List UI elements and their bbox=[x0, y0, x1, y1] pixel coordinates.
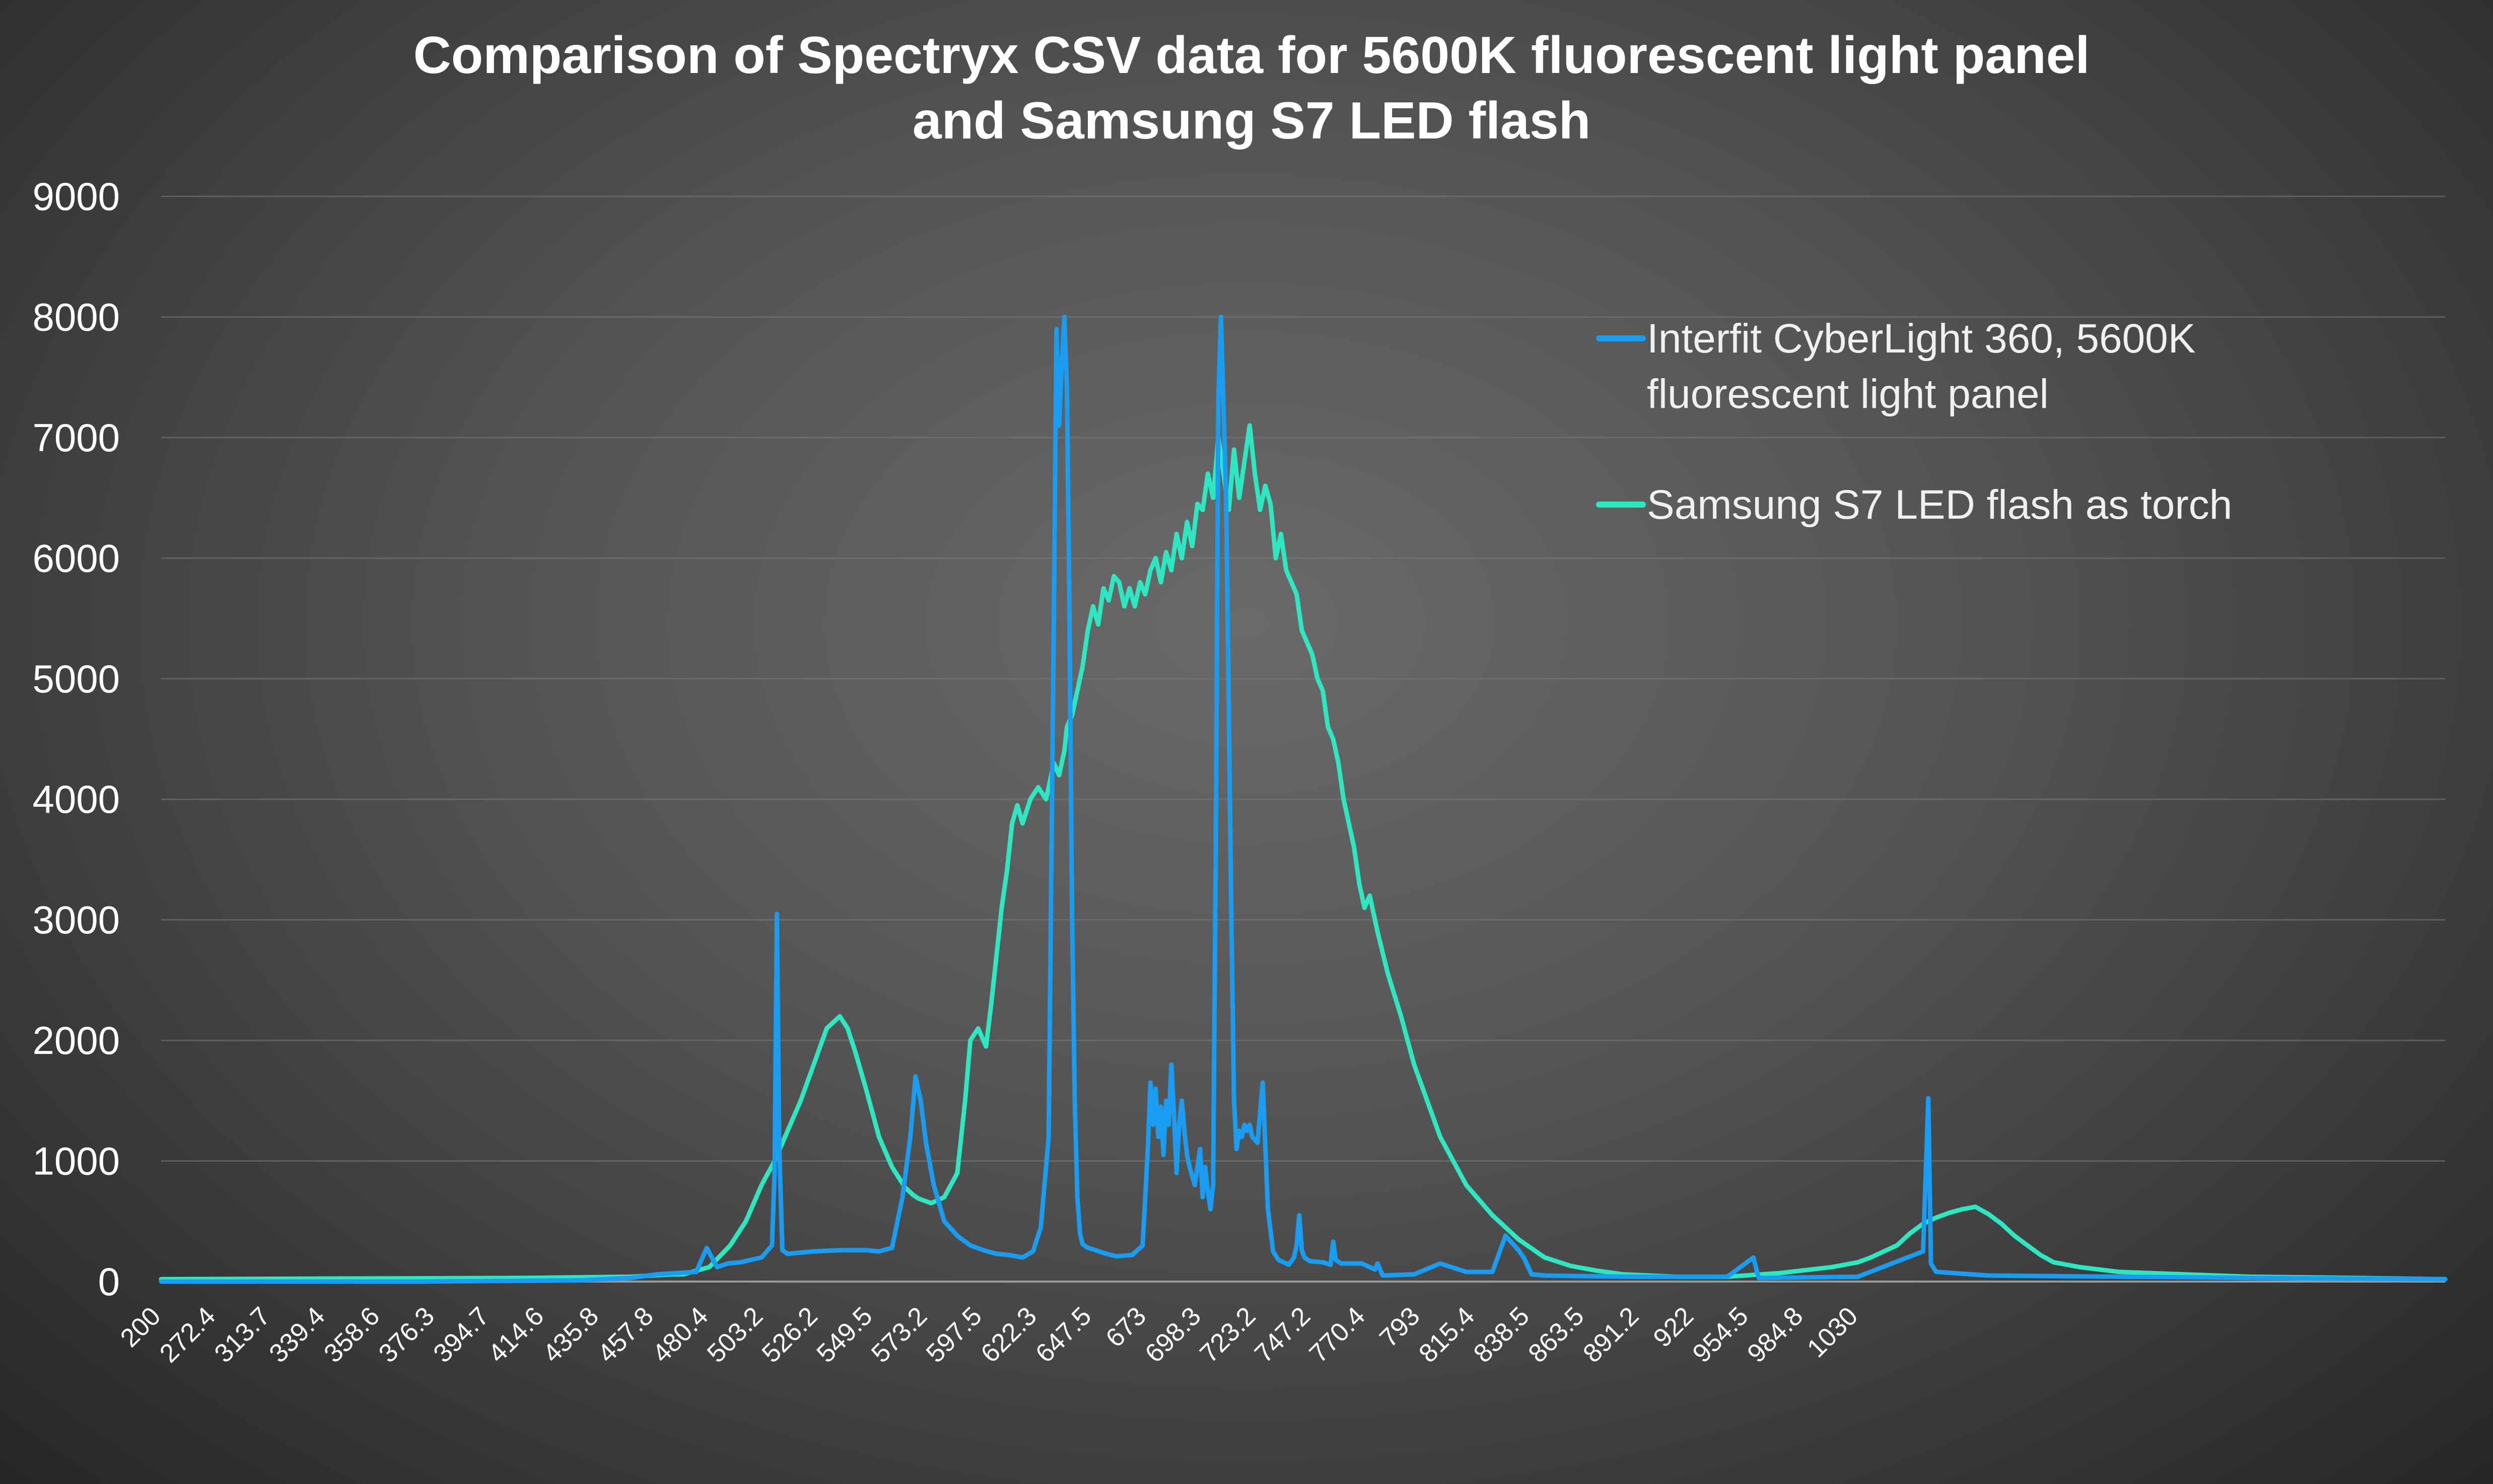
legend-label-2-line-1: Samsung S7 LED flash as torch bbox=[1647, 482, 2232, 528]
legend-label-1-line-2: fluorescent light panel bbox=[1647, 371, 2049, 417]
x-tick-label: 815.4 bbox=[1413, 1301, 1480, 1368]
y-tick-label: 3000 bbox=[32, 898, 120, 942]
x-tick-label: 272.4 bbox=[154, 1301, 221, 1368]
y-tick-label: 0 bbox=[98, 1259, 120, 1304]
chart-title-line-1: Comparison of Spectryx CSV data for 5600… bbox=[413, 26, 2090, 85]
x-tick-label: 573.2 bbox=[866, 1301, 933, 1368]
chart-title: Comparison of Spectryx CSV data for 5600… bbox=[413, 26, 2090, 150]
y-tick-label: 6000 bbox=[32, 536, 120, 580]
x-tick-label: 622.3 bbox=[976, 1301, 1043, 1368]
x-tick-label: 891.2 bbox=[1577, 1301, 1644, 1368]
legend: Interfit CyberLight 360, 5600K fluorescen… bbox=[1596, 316, 2232, 528]
y-tick-label: 9000 bbox=[32, 174, 120, 219]
x-tick-label: 838.5 bbox=[1468, 1301, 1535, 1368]
x-tick-label: 549.5 bbox=[811, 1301, 878, 1368]
x-tick-label: 647.5 bbox=[1030, 1301, 1097, 1368]
gridlines bbox=[161, 195, 2445, 1283]
x-tick-label: 1030 bbox=[1802, 1301, 1863, 1363]
x-tick-label: 597.5 bbox=[921, 1301, 988, 1368]
x-tick-label: 526.2 bbox=[756, 1301, 823, 1368]
y-tick-label: 8000 bbox=[32, 295, 120, 339]
x-tick-label: 984.8 bbox=[1742, 1301, 1809, 1368]
x-tick-label: 394.7 bbox=[428, 1301, 495, 1368]
x-tick-label: 339.4 bbox=[264, 1301, 331, 1368]
x-tick-label: 770.4 bbox=[1304, 1301, 1371, 1368]
data-series bbox=[159, 314, 2448, 1284]
x-axis-tick-labels: 200272.4313.7339.4358.6376.3394.7414.643… bbox=[115, 1301, 1863, 1368]
x-tick-label: 435.8 bbox=[537, 1301, 604, 1368]
y-tick-label: 2000 bbox=[32, 1018, 120, 1063]
x-tick-label: 954.5 bbox=[1687, 1301, 1754, 1368]
x-tick-label: 503.2 bbox=[702, 1301, 769, 1368]
y-tick-label: 5000 bbox=[32, 657, 120, 701]
x-tick-label: 414.6 bbox=[482, 1301, 549, 1368]
x-tick-label: 863.5 bbox=[1523, 1301, 1590, 1368]
series-line-led-flash bbox=[159, 423, 2448, 1282]
x-tick-label: 723.2 bbox=[1194, 1301, 1261, 1368]
x-tick-label: 358.6 bbox=[318, 1301, 385, 1368]
y-tick-label: 4000 bbox=[32, 777, 120, 821]
x-tick-label: 376.3 bbox=[373, 1301, 440, 1368]
y-tick-label: 7000 bbox=[32, 415, 120, 460]
y-axis-tick-labels: 0 1000 2000 3000 4000 5000 6000 7000 8000 9000 bbox=[32, 174, 120, 1304]
y-tick-label: 1000 bbox=[32, 1139, 120, 1183]
legend-label-1-line-1: Interfit CyberLight 360, 5600K bbox=[1647, 316, 2195, 362]
series-line-fluorescent-panel bbox=[159, 314, 2448, 1284]
chart-title-line-2: and Samsung S7 LED flash bbox=[913, 92, 1591, 150]
x-tick-label: 747.2 bbox=[1249, 1301, 1316, 1368]
x-tick-label: 698.3 bbox=[1140, 1301, 1207, 1368]
x-tick-label: 457.8 bbox=[592, 1301, 659, 1368]
x-tick-label: 313.7 bbox=[209, 1301, 276, 1368]
x-tick-label: 480.4 bbox=[647, 1301, 714, 1368]
